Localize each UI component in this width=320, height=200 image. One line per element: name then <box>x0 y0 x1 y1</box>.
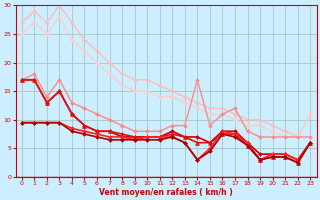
X-axis label: Vent moyen/en rafales ( km/h ): Vent moyen/en rafales ( km/h ) <box>99 188 233 197</box>
